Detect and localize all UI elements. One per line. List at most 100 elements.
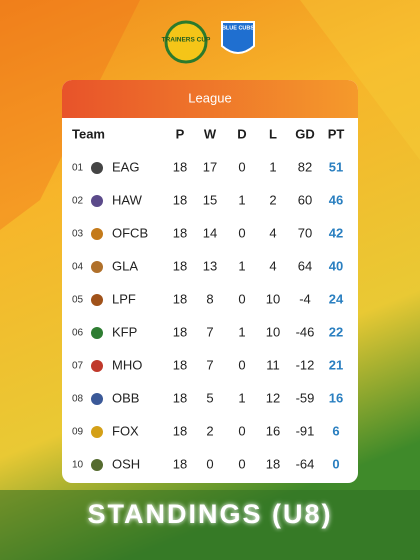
rank: 07 — [72, 361, 84, 372]
stat: 11 — [266, 357, 280, 372]
stat: 2 — [206, 423, 213, 438]
stat: 15 — [203, 192, 217, 207]
logo — [221, 21, 255, 54]
team-name: OSH — [112, 456, 140, 471]
stat: -46 — [296, 324, 315, 339]
column-header: L — [269, 126, 277, 141]
team-name: GLA — [112, 258, 138, 273]
stat: 70 — [298, 225, 312, 240]
rank: 05 — [72, 295, 84, 306]
stat: 2 — [269, 192, 276, 207]
team-name: EAG — [112, 159, 139, 174]
rank: 04 — [72, 262, 84, 273]
stat: 8 — [206, 291, 213, 306]
column-header: W — [204, 126, 217, 141]
stat: 18 — [173, 258, 187, 273]
stat: -91 — [296, 423, 315, 438]
footer-band — [0, 490, 420, 560]
team-name: OBB — [112, 390, 139, 405]
stat: 14 — [203, 225, 217, 240]
stat: 17 — [203, 159, 217, 174]
team-logo — [91, 327, 103, 339]
decor — [300, 0, 420, 160]
column-header: D — [237, 126, 246, 141]
stat: -59 — [296, 390, 315, 405]
stat: 0 — [238, 159, 245, 174]
rank: 02 — [72, 196, 84, 207]
team-name: LPF — [112, 291, 136, 306]
stat: 4 — [269, 225, 276, 240]
rank: 06 — [72, 328, 84, 339]
stat: -64 — [296, 456, 315, 471]
stat: 10 — [266, 324, 280, 339]
stat: 18 — [173, 192, 187, 207]
stat: 1 — [238, 192, 245, 207]
stat: 18 — [266, 456, 280, 471]
team-name: OFCB — [112, 225, 148, 240]
team-logo — [91, 360, 103, 372]
logo-text: TRAINERS CUP — [162, 37, 211, 44]
column-header: Team — [72, 126, 105, 141]
stat: 1 — [238, 258, 245, 273]
stat: 0 — [238, 456, 245, 471]
footer-title: STANDINGS (U8) — [87, 499, 332, 529]
card-header — [62, 80, 358, 118]
stat: 18 — [173, 456, 187, 471]
stat: 18 — [173, 324, 187, 339]
points: 51 — [329, 159, 343, 174]
stat: 13 — [203, 258, 217, 273]
logo-text: BLUE CUBS — [222, 25, 254, 31]
stat: 18 — [173, 357, 187, 372]
stat: 0 — [206, 456, 213, 471]
stat: 0 — [238, 423, 245, 438]
team-logo — [91, 393, 103, 405]
stat: 4 — [269, 258, 276, 273]
stat: 82 — [298, 159, 312, 174]
points: 16 — [329, 390, 343, 405]
team-name: HAW — [112, 192, 143, 207]
column-header: P — [176, 126, 185, 141]
stat: 0 — [238, 357, 245, 372]
stat: -4 — [299, 291, 311, 306]
stat: 0 — [238, 225, 245, 240]
rank: 09 — [72, 427, 84, 438]
stat: 12 — [266, 390, 280, 405]
column-header: PT — [328, 126, 345, 141]
rank: 10 — [72, 460, 84, 471]
team-name: MHO — [112, 357, 142, 372]
points: 6 — [332, 423, 339, 438]
team-logo — [91, 294, 103, 306]
stat: -12 — [296, 357, 315, 372]
team-logo — [91, 459, 103, 471]
points: 22 — [329, 324, 343, 339]
stat: 60 — [298, 192, 312, 207]
points: 0 — [332, 456, 339, 471]
stat: 1 — [238, 390, 245, 405]
points: 46 — [329, 192, 343, 207]
stat: 5 — [206, 390, 213, 405]
team-logo — [91, 426, 103, 438]
stat: 18 — [173, 423, 187, 438]
stat: 1 — [238, 324, 245, 339]
stat: 18 — [173, 291, 187, 306]
stat: 18 — [173, 225, 187, 240]
rank: 08 — [72, 394, 84, 405]
stat: 0 — [238, 291, 245, 306]
points: 24 — [329, 291, 344, 306]
points: 21 — [329, 357, 343, 372]
team-logo — [91, 261, 103, 273]
stat: 18 — [173, 159, 187, 174]
points: 40 — [329, 258, 343, 273]
team-logo — [91, 228, 103, 240]
team-logo — [91, 162, 103, 174]
stat: 10 — [266, 291, 280, 306]
stat: 7 — [206, 357, 213, 372]
stat: 1 — [269, 159, 276, 174]
points: 42 — [329, 225, 343, 240]
team-name: FOX — [112, 423, 139, 438]
column-header: GD — [295, 126, 315, 141]
team-logo — [91, 195, 103, 207]
